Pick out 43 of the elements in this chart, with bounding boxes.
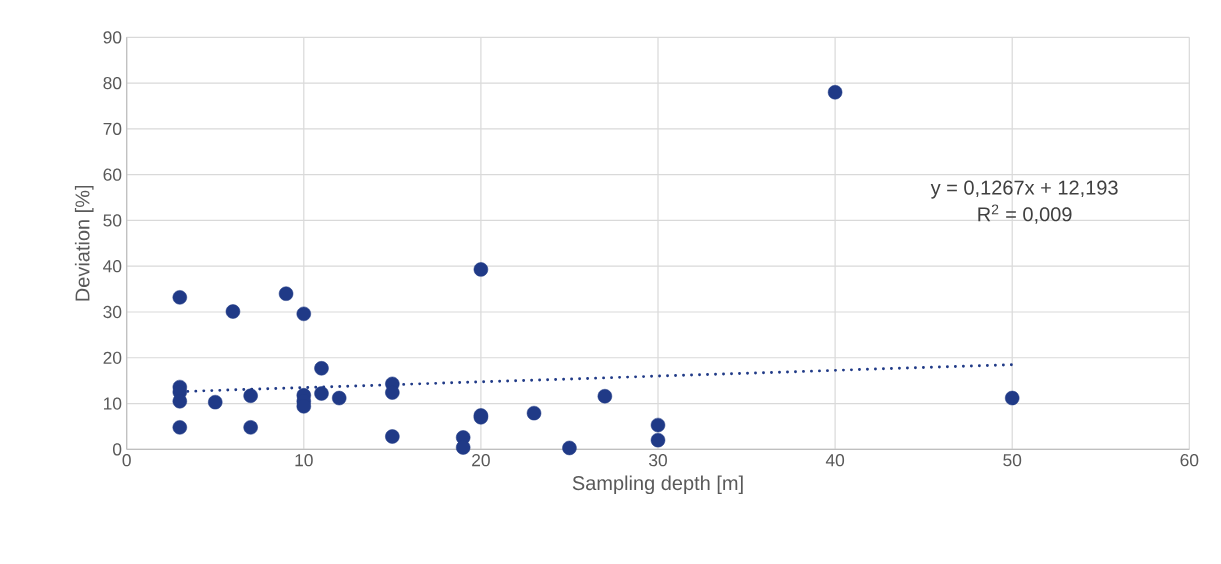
- y-axis-title: Deviation [%]: [74, 185, 94, 301]
- y-tick-label: 20: [103, 351, 122, 364]
- y-tick-label: 60: [103, 168, 122, 181]
- x-tick-label: 40: [825, 454, 845, 467]
- point: [650, 432, 666, 448]
- point: [314, 361, 329, 376]
- point: [225, 304, 241, 319]
- point: [208, 394, 223, 410]
- point: [172, 394, 188, 409]
- y-tick-label: 10: [104, 397, 122, 410]
- point: [296, 306, 311, 322]
- point: [278, 286, 294, 301]
- point: [597, 389, 613, 404]
- point: [455, 440, 471, 455]
- x-tick-label: 50: [1003, 454, 1022, 467]
- point: [314, 386, 329, 401]
- y-tick-label: 0: [113, 443, 122, 456]
- x-tick-label: 10: [295, 454, 313, 467]
- point: [473, 262, 489, 277]
- point: [243, 420, 258, 435]
- y-tick-label: 80: [103, 76, 122, 90]
- x-tick-label: 60: [1180, 454, 1199, 467]
- y-tick-label: 70: [103, 122, 122, 136]
- point: [1005, 390, 1020, 406]
- point: [332, 390, 347, 406]
- y-tick-label: 40: [103, 260, 122, 273]
- annotation: R$^{2}$ = 0,009: [978, 204, 1072, 224]
- x-tick-label: 20: [472, 454, 490, 467]
- y-tick-label: 90: [103, 31, 122, 44]
- point: [827, 85, 843, 100]
- annotation: y = 0,1267x + 12,193: [930, 180, 1118, 199]
- point: [650, 417, 666, 433]
- point: [562, 440, 577, 456]
- point: [172, 420, 188, 435]
- y-tick-label: 30: [103, 305, 122, 319]
- x-tick-label: 30: [649, 454, 667, 467]
- point: [172, 290, 188, 305]
- x-axis-title: Sampling depth [m]: [572, 475, 743, 495]
- point: [243, 388, 258, 403]
- point: [385, 429, 400, 444]
- y-tick-label: 50: [103, 214, 122, 227]
- point: [526, 405, 542, 421]
- x-tick-label: 0: [122, 454, 131, 467]
